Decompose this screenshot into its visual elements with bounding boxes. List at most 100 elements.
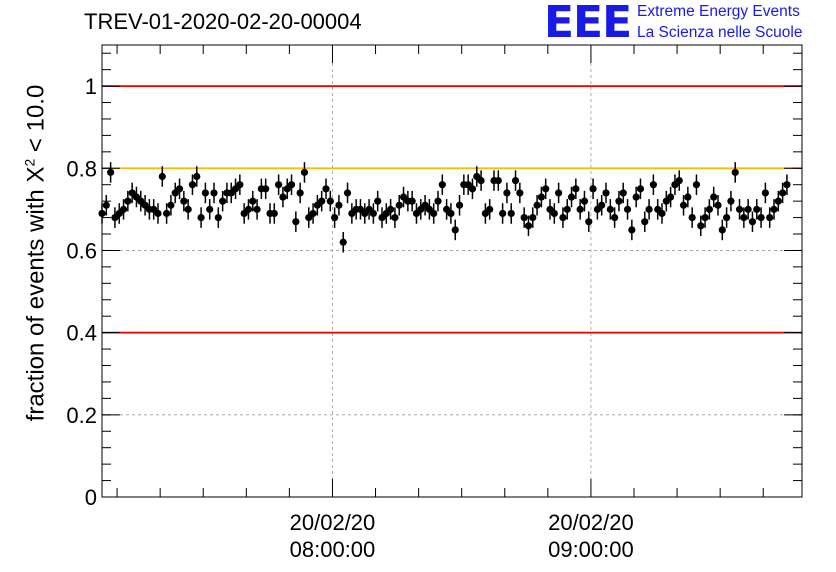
- data-point: [580, 197, 589, 205]
- data-point: [434, 197, 442, 205]
- data-point: [770, 205, 778, 213]
- data-point: [649, 181, 657, 189]
- data-point: [723, 213, 731, 222]
- data-point: [275, 181, 283, 189]
- data-point: [533, 201, 541, 209]
- data-point: [210, 189, 218, 197]
- y-tick-label: 0.4: [66, 321, 97, 346]
- data-point: [331, 213, 339, 222]
- data-point: [783, 181, 791, 189]
- plot-frame: [101, 44, 803, 498]
- data-point: [628, 226, 636, 234]
- data-point: [107, 168, 115, 176]
- data-point: [343, 189, 352, 197]
- chart-title: TREV-01-2020-02-20-00004: [84, 9, 362, 34]
- data-point: [167, 201, 175, 209]
- data-point: [154, 209, 162, 218]
- data-point: [287, 181, 296, 189]
- data-point: [632, 193, 640, 201]
- data-point: [197, 213, 205, 222]
- data-point: [188, 181, 197, 189]
- x-tick-label-time: 09:00:00: [548, 537, 634, 562]
- data-point: [507, 209, 515, 218]
- data-point: [119, 205, 128, 213]
- data-point: [163, 209, 171, 218]
- data-point: [369, 209, 377, 218]
- data-point: [430, 209, 438, 218]
- data-point: [175, 185, 184, 193]
- data-point: [309, 209, 317, 218]
- data-point: [244, 205, 253, 213]
- logo-text-line2: La Scienza nelle Scuole: [637, 24, 803, 41]
- data-point: [542, 185, 550, 193]
- data-point: [124, 197, 132, 205]
- data-point: [158, 172, 166, 181]
- data-point: [374, 197, 382, 205]
- data-point: [206, 205, 214, 213]
- data-point: [455, 201, 464, 209]
- data-point: [735, 205, 744, 213]
- data-point: [615, 197, 623, 205]
- data-point: [675, 177, 683, 185]
- data-point: [184, 205, 192, 213]
- data-point: [387, 205, 395, 213]
- data-point: [339, 238, 347, 246]
- data-point: [300, 168, 309, 176]
- data-point: [102, 201, 110, 209]
- data-point: [714, 201, 722, 209]
- data-point: [524, 222, 533, 230]
- data-point: [520, 213, 528, 222]
- y-tick-label: 0: [85, 485, 97, 510]
- data-point: [684, 193, 692, 201]
- data-point: [710, 193, 718, 201]
- data-point: [391, 213, 399, 222]
- data-point: [641, 218, 649, 226]
- data-point: [766, 213, 774, 222]
- data-point: [180, 197, 188, 205]
- data-point: [335, 201, 343, 209]
- y-tick-label: 0.2: [66, 403, 97, 428]
- data-point: [567, 193, 576, 201]
- data-point: [697, 222, 705, 230]
- data-point: [468, 185, 477, 193]
- data-point: [219, 197, 227, 205]
- data-point: [658, 209, 666, 218]
- data-point: [623, 205, 632, 213]
- data-point: [576, 205, 584, 213]
- data-point: [447, 209, 455, 218]
- data-point: [236, 181, 244, 189]
- data-point: [598, 201, 606, 209]
- data-point: [292, 218, 300, 226]
- data-point: [619, 189, 627, 197]
- data-point: [611, 213, 619, 222]
- y-tick-label: 0.6: [66, 238, 97, 263]
- data-point: [408, 197, 416, 205]
- data-point: [563, 205, 571, 213]
- data-point: [606, 205, 614, 213]
- data-point: [572, 185, 580, 193]
- data-point: [322, 185, 330, 193]
- data-point: [701, 213, 709, 222]
- data-point: [688, 213, 696, 222]
- data-point: [740, 213, 748, 222]
- data-point: [645, 205, 653, 213]
- data-point: [503, 189, 511, 197]
- data-point: [318, 197, 326, 205]
- data-point: [774, 197, 782, 205]
- data-point: [516, 189, 524, 197]
- data-point: [529, 213, 537, 222]
- data-point: [705, 205, 713, 213]
- data-point: [753, 205, 761, 213]
- x-tick-label-date: 20/02/20: [290, 510, 376, 535]
- data-point: [589, 185, 597, 193]
- y-tick-label: 0.8: [66, 156, 97, 181]
- data-point: [477, 177, 485, 185]
- data-point: [296, 189, 304, 197]
- data-point: [511, 177, 520, 185]
- data-point: [193, 172, 201, 181]
- data-point: [761, 189, 769, 197]
- data-point: [779, 189, 787, 197]
- data-point: [438, 181, 446, 189]
- data-point: [602, 189, 610, 197]
